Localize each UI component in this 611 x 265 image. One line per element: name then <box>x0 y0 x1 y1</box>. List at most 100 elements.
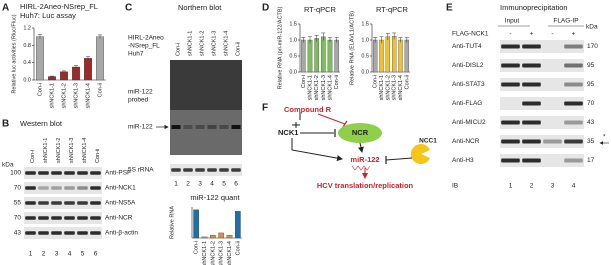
blot <box>500 116 584 129</box>
y-tick-label: 0.0 <box>361 69 369 75</box>
lane-number: 3 <box>198 181 202 188</box>
chart-subtitle: Huh7: Luc assay <box>20 11 76 20</box>
row-label: Anti-DISL2 <box>452 62 484 69</box>
kda-label: 70 <box>14 185 22 192</box>
band <box>64 201 75 205</box>
bar <box>307 39 313 73</box>
lane-label: Con-i <box>175 43 181 56</box>
error-bar <box>308 36 312 44</box>
error-bar <box>373 37 378 43</box>
error-bar <box>50 75 54 77</box>
x-tick-label: shNCK1-2 <box>210 241 216 265</box>
inhibit-line <box>385 157 413 161</box>
lane-number: 3 <box>55 251 59 258</box>
band <box>38 201 49 205</box>
inhibit-mark <box>292 112 301 128</box>
bar <box>210 235 216 239</box>
probe: miR-122 <box>128 89 153 96</box>
bar <box>226 235 233 239</box>
chart-title: RT-qPCR <box>304 5 337 14</box>
error-bar <box>62 70 66 73</box>
node: NCC1 <box>419 138 437 145</box>
band <box>77 186 88 190</box>
band <box>564 44 583 49</box>
row-label: Anti-H3 <box>452 157 474 164</box>
bar <box>379 39 384 73</box>
ncr-node <box>338 123 382 143</box>
band <box>51 231 62 235</box>
bar <box>398 39 403 73</box>
lane-number: 4 <box>572 183 576 190</box>
panel-letter: C <box>125 3 132 14</box>
squiggle <box>351 165 371 171</box>
bar <box>201 236 208 239</box>
row-label: Anti-NCR <box>452 138 480 145</box>
error-bar <box>328 37 332 43</box>
panel-letter: F <box>262 103 268 114</box>
band <box>501 82 520 87</box>
bar <box>334 39 339 73</box>
loading-label: 5S rRNA <box>128 167 154 174</box>
row-label: Anti-TUT4 <box>452 43 482 50</box>
band <box>501 44 520 49</box>
x-tick-label: shNCK1-4 <box>398 75 404 100</box>
blot <box>24 182 102 194</box>
error-bar <box>385 33 390 40</box>
kda-label: 70 <box>14 215 22 222</box>
panel-letter: D <box>262 3 269 14</box>
blot <box>24 167 102 179</box>
band <box>77 201 88 205</box>
band <box>564 120 583 125</box>
kda-label: 55 <box>14 200 22 207</box>
band <box>25 186 36 190</box>
kda-label: 95 <box>587 62 595 69</box>
band <box>195 125 205 129</box>
y-axis-label: Relative RNA (pri-miR-122/ACTB) <box>277 6 283 89</box>
band <box>25 201 36 205</box>
y-tick-label: 0.8 <box>23 43 31 49</box>
x-tick-label: shNCK1-1 <box>202 241 208 265</box>
lane-number: 5 <box>222 181 226 188</box>
band <box>51 201 62 205</box>
x-tick-label: shNCK1-2 <box>61 83 67 108</box>
probe: probed <box>128 97 149 104</box>
x-tick-label: Con-ii <box>97 83 103 97</box>
band <box>219 125 229 129</box>
lane-label: shNCK1-1 <box>43 138 49 163</box>
bar <box>84 58 92 81</box>
condition: - <box>551 31 553 38</box>
x-tick-label: shNCK1-3 <box>321 75 327 100</box>
x-tick-label: Con-i <box>194 241 200 254</box>
band <box>64 216 75 220</box>
lane-label: Con-ii <box>235 42 241 56</box>
band <box>522 63 541 68</box>
blot <box>500 40 584 53</box>
bar <box>301 39 306 73</box>
lane-label: Con-ii <box>95 149 101 163</box>
bar <box>321 36 326 73</box>
group-label: Input <box>505 18 520 25</box>
chart-title: RT-qPCR <box>376 5 409 14</box>
band <box>231 168 241 172</box>
lane-label: shNCK1-4 <box>223 31 229 56</box>
x-tick-label: shNCK1-4 <box>85 83 91 108</box>
band <box>522 82 541 87</box>
row-label: Anti-NCR <box>105 215 133 222</box>
band <box>38 231 49 235</box>
panel-letter: E <box>446 3 453 14</box>
construct: HIRL-2Aneo <box>128 35 164 42</box>
x-tick-label: Con-i <box>373 75 379 88</box>
blot <box>170 164 242 176</box>
band <box>64 186 75 190</box>
x-tick-label: shNCK1-2 <box>314 75 320 100</box>
band <box>25 216 36 220</box>
error-bar <box>404 37 409 43</box>
inhibit-bar <box>342 120 348 128</box>
kda-label: 170 <box>587 43 598 50</box>
bar <box>314 38 319 73</box>
kda-label: 100 <box>10 170 21 177</box>
x-tick-label: shNCK1-4 <box>227 241 233 265</box>
lane-number: 1 <box>29 251 33 258</box>
row-label: Anti-NCK1 <box>105 185 136 192</box>
row-label: Anti-β-actin <box>105 230 138 237</box>
